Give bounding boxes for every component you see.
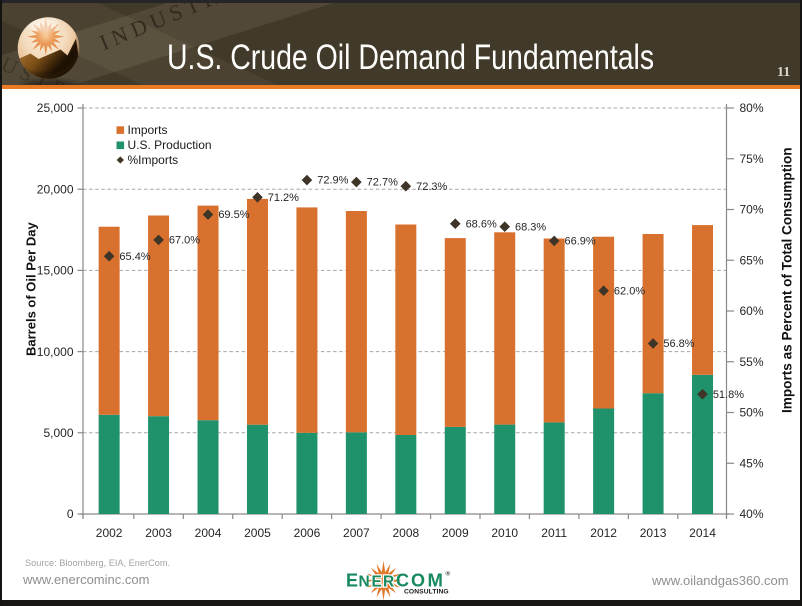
svg-text:2005: 2005 [244,526,271,540]
svg-text:2007: 2007 [343,526,370,540]
svg-text:2010: 2010 [491,526,518,540]
svg-text:70%: 70% [740,203,764,217]
svg-text:72.3%: 72.3% [416,181,447,193]
svg-text:66.9%: 66.9% [564,236,595,248]
svg-text:R: R [383,574,394,591]
svg-text:62.0%: 62.0% [614,285,645,297]
svg-text:E: E [372,574,382,591]
svg-text:C: C [396,571,409,591]
svg-text:65%: 65% [740,253,764,267]
svg-text:2006: 2006 [294,526,321,540]
svg-text:65.4%: 65.4% [119,251,150,263]
svg-text:2008: 2008 [392,526,419,540]
svg-text:15,000: 15,000 [37,264,74,278]
svg-text:2004: 2004 [195,526,222,540]
svg-text:68.6%: 68.6% [466,218,497,230]
svg-text:25,000: 25,000 [37,101,74,115]
svg-text:50%: 50% [740,406,764,420]
svg-text:E: E [346,571,358,591]
svg-text:75%: 75% [740,152,764,166]
svg-text:M: M [428,570,443,591]
svg-text:72.9%: 72.9% [317,175,348,187]
svg-text:Barrels of Oil Per Day: Barrels of Oil Per Day [24,222,39,356]
svg-text:80%: 80% [740,101,764,115]
svg-text:2009: 2009 [442,526,469,540]
svg-text:69.5%: 69.5% [218,209,249,221]
svg-text:72.7%: 72.7% [367,177,398,189]
svg-text:68.3%: 68.3% [515,221,546,233]
svg-text:0: 0 [67,507,74,521]
svg-text:Imports as Percent of Total Co: Imports as Percent of Total Consumption [780,147,795,413]
svg-text:60%: 60% [740,304,764,318]
svg-text:Imports: Imports [128,123,168,137]
svg-text:2011: 2011 [541,526,567,540]
svg-text:®: ® [446,570,451,578]
svg-text:2002: 2002 [96,526,123,540]
svg-text:67.0%: 67.0% [169,235,200,247]
svg-text:U.S. Production: U.S. Production [128,138,212,152]
svg-text:55%: 55% [740,355,764,369]
svg-text:40%: 40% [740,507,764,521]
svg-text:N: N [359,574,370,591]
svg-text:45%: 45% [740,456,764,470]
svg-text:71.2%: 71.2% [268,192,299,204]
svg-text:2014: 2014 [689,526,716,540]
svg-text:10,000: 10,000 [37,345,74,359]
svg-text:20,000: 20,000 [37,182,74,196]
svg-text:O: O [411,571,425,591]
svg-text:CONSULTING: CONSULTING [404,588,449,595]
svg-text:%Imports: %Imports [128,153,179,167]
svg-text:2013: 2013 [640,526,667,540]
svg-text:5,000: 5,000 [43,426,73,440]
svg-text:2012: 2012 [590,526,617,540]
svg-text:2003: 2003 [145,526,172,540]
svg-text:56.8%: 56.8% [663,338,694,350]
svg-text:51.8%: 51.8% [713,389,744,401]
